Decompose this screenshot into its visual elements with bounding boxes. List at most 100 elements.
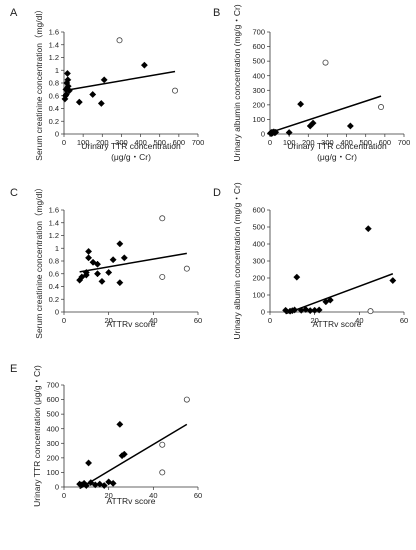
x-tick-label: 600 xyxy=(173,138,186,147)
data-point-filled xyxy=(116,240,124,248)
y-tick-label: 0.4 xyxy=(49,282,59,291)
x-tick-label: 300 xyxy=(115,138,128,147)
y-tick-label: 1 xyxy=(55,244,59,253)
panel-label-e: E xyxy=(10,363,17,375)
x-tick-label: 20 xyxy=(310,316,318,325)
x-tick-label: 20 xyxy=(104,316,112,325)
data-point-filled xyxy=(315,306,323,314)
data-point-filled xyxy=(105,268,113,276)
y-tick-label: 200 xyxy=(252,274,265,283)
x-tick-label: 400 xyxy=(134,138,147,147)
y-axis-title: Urinary albumin concentration (mg/g・Cr) xyxy=(232,182,242,339)
y-tick-label: 500 xyxy=(252,57,265,66)
data-point-filled xyxy=(282,306,290,314)
data-point-filled xyxy=(120,254,128,262)
y-tick-label: 0.2 xyxy=(49,117,59,126)
x-tick-label: 60 xyxy=(400,316,408,325)
y-tick-label: 400 xyxy=(46,424,59,433)
data-point-filled xyxy=(85,254,93,262)
data-point-filled xyxy=(297,100,305,108)
x-axis-title: ATTRv score xyxy=(313,319,362,329)
y-tick-label: 600 xyxy=(252,206,265,215)
y-tick-label: 200 xyxy=(46,453,59,462)
data-point-open xyxy=(367,308,374,315)
y-tick-label: 1.4 xyxy=(49,40,59,49)
data-point-open xyxy=(183,396,190,403)
regression-line xyxy=(79,252,187,273)
data-point-filled xyxy=(98,277,106,285)
data-point-open xyxy=(172,87,179,94)
data-point-open xyxy=(322,59,329,66)
x-tick-label: 0 xyxy=(62,138,66,147)
y-tick-label: 1.2 xyxy=(49,231,59,240)
data-point-filled xyxy=(346,122,354,130)
panel-c: C 0 0.2 0.4 0.6 0.8 1 1.2 1.4 1.6 0 20 40 60 ATTRv sco… xyxy=(10,183,202,338)
data-point-open xyxy=(183,265,190,272)
x-axis-title: Urinary TTR concentration xyxy=(287,141,387,151)
data-point-filled xyxy=(116,420,124,428)
x-tick-label: 100 xyxy=(283,138,296,147)
x-tick-label: 200 xyxy=(302,138,315,147)
y-tick-label: 100 xyxy=(252,291,265,300)
data-point-open xyxy=(378,104,385,111)
data-point-filled xyxy=(293,273,301,281)
y-tick-label: 100 xyxy=(46,468,59,477)
data-point-open xyxy=(159,273,166,280)
panel-label-b: B xyxy=(213,7,220,19)
data-point-filled xyxy=(326,296,334,304)
x-tick-label: 20 xyxy=(104,491,112,500)
x-axis-title: ATTRv score xyxy=(107,496,156,506)
y-tick-label: 400 xyxy=(252,71,265,80)
y-axis-title: Urinary albumin concentration (mg/g・Cr) xyxy=(232,4,242,161)
x-tick-label: 0 xyxy=(268,316,272,325)
data-point-filled xyxy=(94,270,101,278)
x-tick-label: 500 xyxy=(153,138,166,147)
y-tick-label: 500 xyxy=(252,223,265,232)
x-tick-label: 40 xyxy=(149,316,157,325)
panel-label-d: D xyxy=(213,187,221,199)
y-tick-label: 0 xyxy=(261,130,265,139)
data-point-filled xyxy=(62,90,70,98)
x-tick-label: 0 xyxy=(62,491,66,500)
x-tick-label: 40 xyxy=(355,316,363,325)
y-tick-label: 0 xyxy=(55,483,59,492)
y-tick-label: 0 xyxy=(261,308,265,317)
data-point-filled xyxy=(389,277,397,285)
data-point-filled xyxy=(100,76,108,84)
y-tick-label: 1.4 xyxy=(49,218,59,227)
panel-label-c: C xyxy=(10,187,18,199)
x-tick-label: 400 xyxy=(340,138,353,147)
x-tick-label: 600 xyxy=(379,138,392,147)
x-tick-label: 60 xyxy=(194,491,202,500)
y-tick-label: 400 xyxy=(252,240,265,249)
x-tick-label: 200 xyxy=(96,138,109,147)
data-point-filled xyxy=(109,479,117,487)
panel-a: A 0 0.2 0.4 0.6 0.8 1 1.2 1.4 1.6 0 100 200 300 400 500… xyxy=(10,5,204,162)
y-tick-label: 1.6 xyxy=(49,28,59,37)
y-axis-title: Serum creatinine concentration（mg/dl） xyxy=(34,5,44,160)
data-point-filled xyxy=(65,87,73,95)
y-axis-title: Serum creatinine concentration（mg/dl） xyxy=(34,183,44,338)
y-tick-label: 0.4 xyxy=(49,104,59,113)
panel-e: E 0 100 200 300 400 500 600 700 0 20 40 60 ATTRv scor… xyxy=(10,363,202,507)
x-axis-title: (μg/g・Cr) xyxy=(111,152,151,162)
y-axis-title: Urinary TTR concentration (μg/g・Cr) xyxy=(32,365,42,507)
data-point-filled xyxy=(105,478,113,486)
data-point-open xyxy=(116,37,123,44)
x-tick-label: 40 xyxy=(149,491,157,500)
y-tick-label: 200 xyxy=(252,100,265,109)
y-tick-label: 700 xyxy=(46,381,59,390)
y-tick-label: 1.6 xyxy=(49,206,59,215)
regression-line xyxy=(285,273,394,315)
y-tick-label: 600 xyxy=(46,395,59,404)
y-tick-label: 0.2 xyxy=(49,295,59,304)
data-point-filled xyxy=(364,225,372,233)
y-tick-label: 100 xyxy=(252,115,265,124)
y-tick-label: 0.6 xyxy=(49,269,59,278)
x-tick-label: 700 xyxy=(192,138,205,147)
y-tick-label: 0 xyxy=(55,130,59,139)
regression-line xyxy=(79,423,188,490)
x-tick-label: 60 xyxy=(194,316,202,325)
panel-d: D 0 100 200 300 400 500 600 0 20 40 60 ATTRv score Ur… xyxy=(213,182,408,339)
